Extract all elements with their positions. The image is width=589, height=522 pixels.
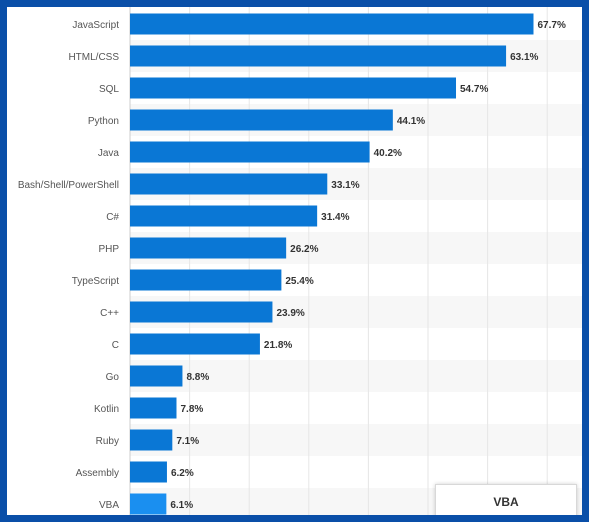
tooltip-title: VBA	[493, 495, 519, 509]
category-label: Assembly	[76, 468, 119, 479]
value-label: 44.1%	[397, 116, 425, 127]
value-label: 40.2%	[374, 148, 402, 159]
bar	[130, 77, 457, 99]
chart-tooltip: VBA	[435, 484, 577, 515]
value-label: 23.9%	[276, 308, 304, 319]
bar	[130, 301, 273, 323]
value-label: 26.2%	[290, 244, 318, 255]
value-label: 25.4%	[285, 276, 313, 287]
bar	[130, 173, 328, 195]
value-label: 7.8%	[180, 404, 203, 415]
bar	[130, 109, 393, 131]
value-label: 6.1%	[170, 500, 193, 511]
bar	[130, 493, 167, 515]
category-label: Ruby	[96, 436, 119, 447]
category-label: Go	[106, 372, 120, 383]
value-label: 31.4%	[321, 212, 349, 223]
value-label: 67.7%	[537, 20, 565, 31]
category-label: PHP	[98, 244, 119, 255]
category-label: VBA	[99, 500, 119, 511]
category-label: C++	[100, 308, 119, 319]
row-band	[130, 424, 582, 456]
value-label: 21.8%	[264, 340, 292, 351]
category-label: JavaScript	[72, 20, 119, 31]
category-label: SQL	[99, 84, 119, 95]
bar	[130, 237, 287, 259]
value-label: 54.7%	[460, 84, 488, 95]
bar	[130, 461, 167, 483]
value-label: 7.1%	[176, 436, 199, 447]
bar	[130, 141, 370, 163]
chart-frame: JavaScript 67.7% HTML/CSS 63.1% SQL 54.7% Pyth…	[7, 7, 582, 515]
category-label: HTML/CSS	[68, 52, 119, 63]
bar	[130, 365, 183, 387]
category-label: C	[112, 340, 119, 351]
bar-chart: JavaScript 67.7% HTML/CSS 63.1% SQL 54.7% Pyth…	[18, 7, 582, 515]
bar	[130, 205, 318, 227]
value-label: 33.1%	[331, 180, 359, 191]
value-label: 8.8%	[186, 372, 209, 383]
category-label: Java	[98, 148, 120, 159]
category-label: Bash/Shell/PowerShell	[18, 180, 119, 191]
bar	[130, 429, 173, 451]
category-label: Python	[88, 116, 119, 127]
bar	[130, 397, 177, 419]
category-label: Kotlin	[94, 404, 119, 415]
bar	[130, 269, 282, 291]
category-label: C#	[106, 212, 119, 223]
bar	[130, 333, 260, 355]
value-label: 63.1%	[510, 52, 538, 63]
bar	[130, 45, 507, 67]
category-label: TypeScript	[72, 276, 119, 287]
value-label: 6.2%	[171, 468, 194, 479]
row-band	[130, 360, 582, 392]
bar	[130, 13, 534, 35]
